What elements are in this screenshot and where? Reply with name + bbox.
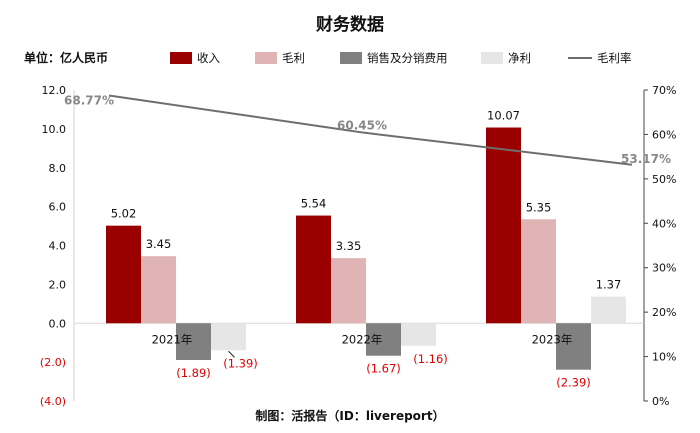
bar bbox=[401, 323, 436, 346]
bar bbox=[211, 323, 246, 351]
bar-value-label: 10.07 bbox=[487, 109, 520, 123]
margin-line-path bbox=[108, 94, 633, 166]
bar-value-label: 5.35 bbox=[526, 200, 552, 214]
legend-label: 毛利 bbox=[282, 51, 305, 65]
bar-value-label: 3.45 bbox=[146, 237, 172, 251]
bar bbox=[486, 127, 521, 324]
y-left-tick-label: 8.0 bbox=[49, 162, 67, 175]
legend: 收入 毛利 销售及分销费用 净利 毛利率 bbox=[170, 51, 632, 65]
legend-label: 净利 bbox=[508, 51, 531, 65]
bar-value-label: (1.67) bbox=[366, 362, 401, 376]
y-left-tick-label: 0.0 bbox=[49, 317, 67, 330]
bar bbox=[106, 225, 141, 324]
margin-value-label: 60.45% bbox=[337, 118, 387, 132]
category-label: 2023年 bbox=[532, 332, 573, 346]
bar-value-label: (1.89) bbox=[176, 366, 211, 380]
chart-title: 财务数据 bbox=[315, 14, 384, 35]
y-left-tick-label: (4.0) bbox=[40, 395, 66, 408]
legend-label: 销售及分销费用 bbox=[367, 51, 448, 65]
y-right-tick-label: 60% bbox=[652, 128, 676, 141]
legend-swatch bbox=[255, 52, 277, 64]
bar bbox=[141, 256, 176, 324]
y-right-tick-label: 0% bbox=[652, 395, 669, 408]
label-leader-line bbox=[228, 350, 235, 358]
bar-value-label: 5.54 bbox=[301, 197, 327, 211]
bar-value-label: (1.16) bbox=[413, 352, 448, 366]
bar bbox=[366, 323, 401, 356]
legend-swatch bbox=[170, 52, 192, 64]
y-right-tick-label: 20% bbox=[652, 306, 676, 319]
y-left-tick-label: 10.0 bbox=[42, 123, 67, 136]
margin-value-label: 68.77% bbox=[64, 93, 114, 107]
bar-value-label: 3.35 bbox=[336, 239, 362, 253]
bar bbox=[591, 296, 626, 324]
margin-value-label: 53.17% bbox=[621, 152, 671, 166]
legend-swatch bbox=[481, 52, 503, 64]
unit-label: 单位：亿人民币 bbox=[24, 50, 108, 65]
y-right-tick-label: 30% bbox=[652, 262, 676, 275]
bar bbox=[521, 219, 556, 324]
bar bbox=[331, 258, 366, 324]
y-left-tick-label: (2.0) bbox=[40, 356, 66, 369]
legend-label: 收入 bbox=[197, 51, 220, 65]
bar-value-label: 1.37 bbox=[596, 278, 622, 292]
bar bbox=[296, 215, 331, 324]
bar-value-label: (2.39) bbox=[556, 376, 591, 390]
y-right-tick-label: 70% bbox=[652, 84, 676, 97]
bar bbox=[556, 323, 591, 370]
source-note: 制图：活报告（ID：livereport） bbox=[255, 408, 444, 423]
bar-value-label: 5.02 bbox=[111, 207, 137, 221]
y-left-tick-label: 4.0 bbox=[49, 240, 67, 253]
category-label: 2021年 bbox=[152, 332, 193, 346]
bars: 5.02 3.45 (1.89) (1.39) 2021年 5.54 3.35 (1.67) (… bbox=[106, 109, 626, 390]
margin-line: 68.77% 60.45% 53.17% bbox=[64, 93, 671, 165]
bar-value-label: (1.39) bbox=[223, 356, 258, 370]
legend-swatch bbox=[340, 52, 362, 64]
y-right-tick-label: 40% bbox=[652, 217, 676, 230]
category-label: 2022年 bbox=[342, 332, 383, 346]
y-right-tick-label: 10% bbox=[652, 351, 676, 364]
y-left-tick-label: 12.0 bbox=[42, 84, 67, 97]
y-left-tick-label: 6.0 bbox=[49, 201, 67, 214]
y-left-tick-label: 2.0 bbox=[49, 278, 67, 291]
bar bbox=[176, 323, 211, 360]
y-right-tick-label: 50% bbox=[652, 173, 676, 186]
legend-label: 毛利率 bbox=[597, 51, 632, 65]
axes: 12.0 10.0 8.0 6.0 4.0 2.0 0.0 (2.0) (4.0) 70% 60% 5… bbox=[40, 84, 677, 408]
